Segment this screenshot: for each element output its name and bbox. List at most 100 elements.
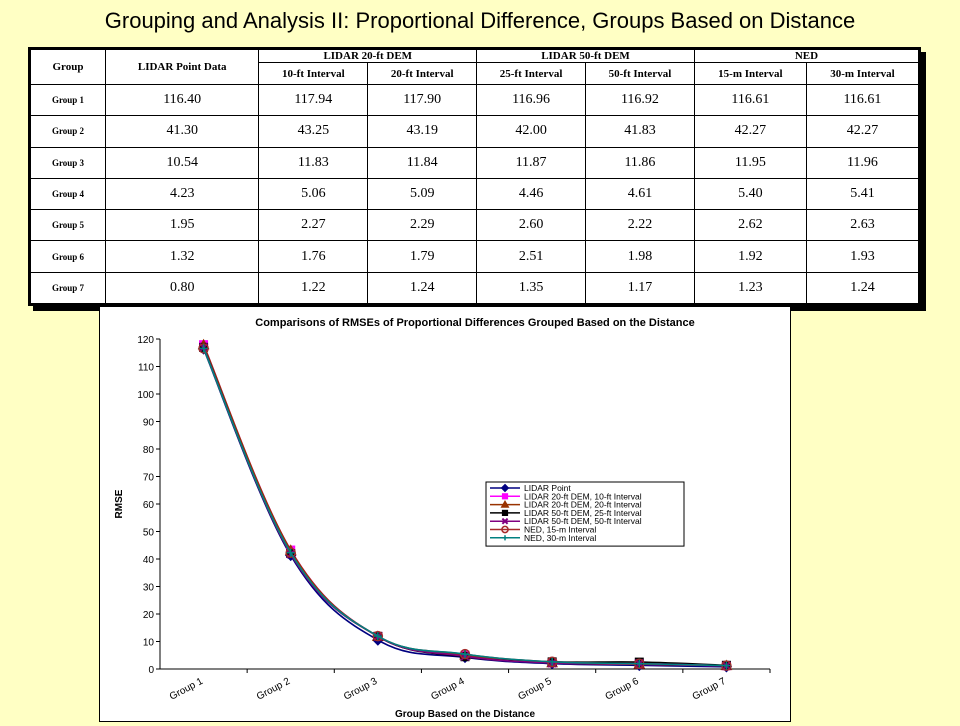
table-row: Group 1 116.40 117.94 117.90 116.96 116.92 116… xyxy=(30,83,920,117)
table-header-row-top: Group LIDAR Point Data LIDAR 20-ft DEM L… xyxy=(30,49,920,85)
row-label: Group 5 xyxy=(30,209,106,242)
table-cell: 1.92 xyxy=(693,240,807,273)
header-lidar-50ft-dem: LIDAR 50-ft DEM xyxy=(476,49,695,63)
x-tick-label: Group 3 xyxy=(342,676,379,703)
table-cell: 11.84 xyxy=(367,146,478,179)
legend-label: LIDAR 50-ft DEM, 50-ft Interval xyxy=(524,516,642,526)
x-tick-label: Group 7 xyxy=(691,676,728,703)
table-cell: 42.27 xyxy=(805,115,920,148)
table-cell: 116.40 xyxy=(104,83,260,117)
chart-panel: Comparisons of RMSEs of Proportional Dif… xyxy=(99,306,791,722)
legend-marker xyxy=(501,493,509,500)
table-cell: 2.62 xyxy=(693,209,807,242)
legend-marker xyxy=(501,509,509,517)
table-cell: 1.76 xyxy=(258,240,369,273)
header-group: Group xyxy=(30,49,106,85)
y-tick-label: 40 xyxy=(143,555,155,566)
legend-marker xyxy=(500,500,510,508)
legend-label: LIDAR Point xyxy=(524,483,571,493)
table-cell: 1.24 xyxy=(367,271,478,305)
table-cell: 116.96 xyxy=(476,83,586,117)
results-table: Group LIDAR Point Data LIDAR 20-ft DEM L… xyxy=(30,49,920,305)
header-lidar-20ft-dem: LIDAR 20-ft DEM xyxy=(258,49,478,63)
table-cell: 1.17 xyxy=(585,271,695,305)
table-cell: 11.86 xyxy=(585,146,695,179)
table-header-row-sub: 10-ft Interval 20-ft Interval 25-ft Inte… xyxy=(31,62,920,85)
table-cell: 5.41 xyxy=(805,177,920,211)
table-cell: 116.61 xyxy=(693,83,807,117)
table-cell: 2.63 xyxy=(805,209,920,242)
y-tick-label: 90 xyxy=(143,418,155,429)
table-cell: 43.25 xyxy=(258,115,369,148)
legend-label: NED, 30-m Interval xyxy=(524,533,596,543)
table-cell: 2.22 xyxy=(585,209,695,242)
y-tick-label: 60 xyxy=(143,500,155,511)
table-cell: 117.94 xyxy=(258,83,369,117)
header-sub-50ft: 50-ft Interval xyxy=(585,62,695,85)
table-cell: 5.06 xyxy=(258,177,369,211)
y-tick-label: 70 xyxy=(143,473,155,484)
table-cell: 2.60 xyxy=(476,209,586,242)
table-cell: 2.51 xyxy=(476,240,586,273)
table-cell: 5.40 xyxy=(693,177,807,211)
header-sub-10ft: 10-ft Interval xyxy=(258,62,369,85)
y-tick-label: 100 xyxy=(137,390,154,401)
table-cell: 41.30 xyxy=(104,115,260,148)
table-cell: 1.35 xyxy=(476,271,586,305)
table-row: Group 5 1.95 2.27 2.29 2.60 2.22 2.62 2.63 xyxy=(30,209,920,242)
rmse-line-chart: Comparisons of RMSEs of Proportional Dif… xyxy=(114,317,771,720)
header-sub-25ft: 25-ft Interval xyxy=(476,62,586,85)
y-tick-label: 50 xyxy=(143,528,155,539)
y-tick-label: 0 xyxy=(148,665,154,676)
table-cell: 5.09 xyxy=(367,177,478,211)
legend-marker xyxy=(501,525,509,534)
table-cell: 1.23 xyxy=(693,271,807,305)
header-sub-20ft: 20-ft Interval xyxy=(367,62,478,85)
row-label: Group 2 xyxy=(30,115,106,148)
table-cell: 2.29 xyxy=(367,209,478,242)
table-body: Group 1 116.40 117.94 117.90 116.96 116.92 116… xyxy=(30,83,920,305)
data-point-marker xyxy=(285,547,296,559)
y-tick-label: 20 xyxy=(143,610,155,621)
header-ned: NED xyxy=(693,49,920,63)
table-cell: 0.80 xyxy=(104,271,260,305)
x-tick-label: Group 4 xyxy=(429,676,466,703)
results-table-panel: Group LIDAR Point Data LIDAR 20-ft DEM L… xyxy=(28,47,921,306)
y-tick-label: 80 xyxy=(143,445,155,456)
table-cell: 42.00 xyxy=(476,115,586,148)
table-cell: 11.83 xyxy=(258,146,369,179)
table-row: Group 4 4.23 5.06 5.09 4.46 4.61 5.40 5.41 xyxy=(30,177,920,211)
header-sub-15m: 15-m Interval xyxy=(693,62,807,85)
row-label: Group 7 xyxy=(30,271,106,305)
table-row: Group 3 10.54 11.83 11.84 11.87 11.86 11.95 11.… xyxy=(30,146,920,179)
legend-label: LIDAR 50-ft DEM, 25-ft Interval xyxy=(524,508,642,518)
table-cell: 116.92 xyxy=(585,83,695,117)
table-cell: 1.95 xyxy=(104,209,260,242)
slide-title: Grouping and Analysis II: Proportional D… xyxy=(104,8,856,33)
table-cell: 1.32 xyxy=(104,240,260,273)
table-cell: 1.98 xyxy=(585,240,695,273)
table-cell: 11.87 xyxy=(476,146,586,179)
table-cell: 1.93 xyxy=(805,240,920,273)
table-cell: 4.46 xyxy=(476,177,586,211)
table-cell: 1.22 xyxy=(258,271,369,305)
x-tick-label: Group 6 xyxy=(604,676,641,703)
x-tick-label: Group 5 xyxy=(516,676,553,703)
data-point-marker xyxy=(198,343,209,354)
y-tick-label: 120 xyxy=(137,335,154,346)
table-cell: 43.19 xyxy=(367,115,478,148)
legend-marker xyxy=(501,517,509,525)
table-cell: 4.23 xyxy=(104,177,260,211)
table-cell: 116.61 xyxy=(805,83,920,117)
table-cell: 11.96 xyxy=(805,146,920,179)
legend-label: LIDAR 20-ft DEM, 10-ft Interval xyxy=(524,491,642,501)
row-label: Group 4 xyxy=(30,177,106,211)
data-point-marker xyxy=(372,630,384,642)
legend-label: LIDAR 20-ft DEM, 20-ft Interval xyxy=(524,500,642,510)
table-row: Group 6 1.32 1.76 1.79 2.51 1.98 1.92 1.93 xyxy=(30,240,920,273)
table-cell: 1.79 xyxy=(367,240,478,273)
header-sub-30m: 30-m Interval xyxy=(805,62,920,85)
table-cell: 1.24 xyxy=(805,271,920,305)
legend-marker xyxy=(500,483,510,493)
y-tick-label: 110 xyxy=(138,363,154,374)
